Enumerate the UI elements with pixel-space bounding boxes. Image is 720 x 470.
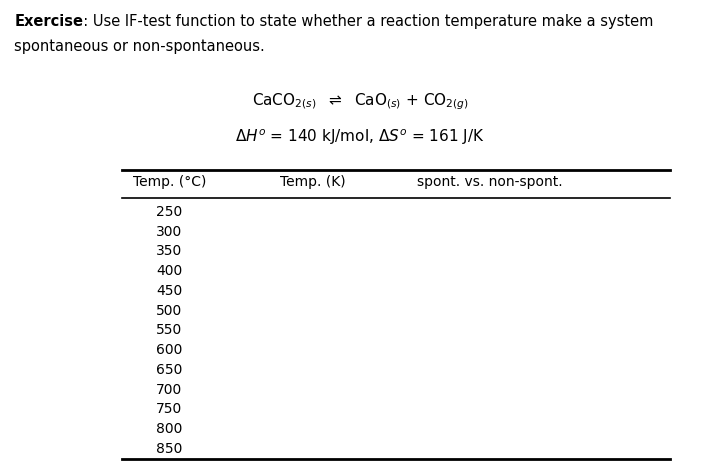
Text: 450: 450: [156, 284, 182, 298]
Text: 600: 600: [156, 343, 182, 357]
Text: 400: 400: [156, 264, 182, 278]
Text: spont. vs. non-spont.: spont. vs. non-spont.: [417, 175, 562, 189]
Text: Temp. (°C): Temp. (°C): [132, 175, 206, 189]
Text: 650: 650: [156, 363, 182, 377]
Text: 700: 700: [156, 383, 182, 397]
Text: 800: 800: [156, 422, 182, 436]
Text: CaCO$_{2(s)}$  $\rightleftharpoons$  CaO$_{(s)}$ + CO$_{2(g)}$: CaCO$_{2(s)}$ $\rightleftharpoons$ CaO$_…: [251, 92, 469, 112]
Text: 550: 550: [156, 323, 182, 337]
Text: : Use IF-test function to state whether a reaction temperature make a system: : Use IF-test function to state whether …: [74, 14, 654, 29]
Text: 250: 250: [156, 205, 182, 219]
Text: 500: 500: [156, 304, 182, 318]
Text: 850: 850: [156, 442, 182, 456]
Text: Exercise: Exercise: [14, 14, 84, 29]
Text: spontaneous or non-spontaneous.: spontaneous or non-spontaneous.: [14, 39, 265, 55]
Text: 750: 750: [156, 402, 182, 416]
Text: $\Delta H^o$ = 140 kJ/mol, $\Delta S^o$ = 161 J/K: $\Delta H^o$ = 140 kJ/mol, $\Delta S^o$ …: [235, 128, 485, 148]
Text: Temp. (K): Temp. (K): [280, 175, 346, 189]
Text: 300: 300: [156, 225, 182, 239]
Text: 350: 350: [156, 244, 182, 258]
